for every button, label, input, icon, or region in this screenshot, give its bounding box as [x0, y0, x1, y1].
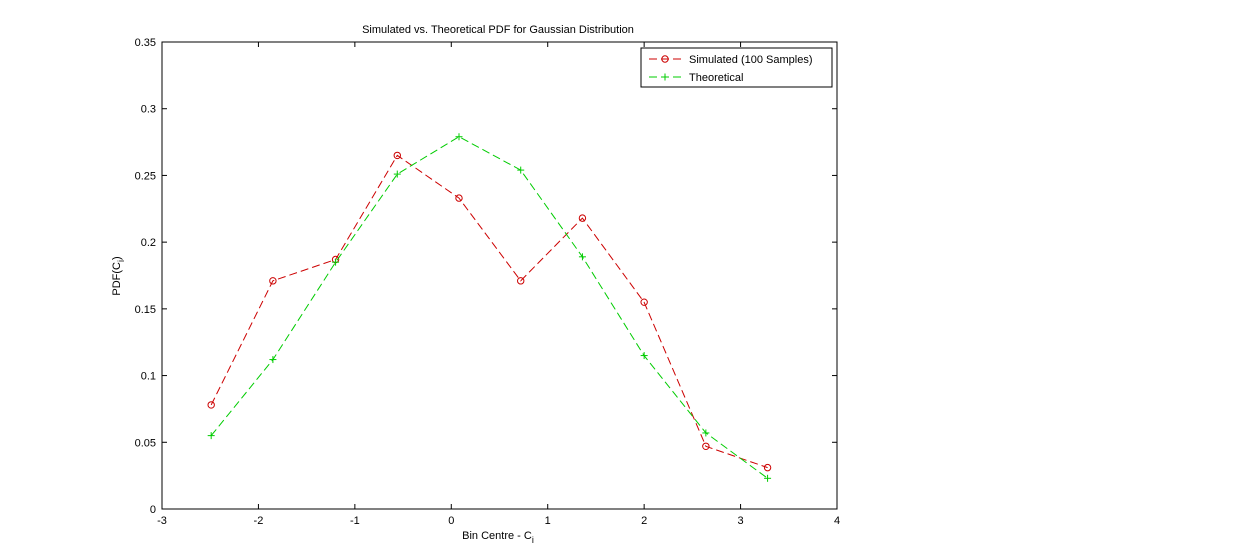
y-tick-label: 0.15: [135, 304, 156, 316]
series-simulated: [207, 151, 772, 472]
legend-items: Simulated (100 Samples) Theoretical: [649, 54, 813, 84]
y-axis-title-subscript: i: [116, 260, 126, 262]
data-point-simulated: [578, 214, 587, 222]
legend-marker-theoretical: [661, 73, 669, 81]
x-tick-label: -2: [254, 515, 264, 527]
data-point-theoretical: [332, 258, 340, 266]
y-tick-label: 0.2: [141, 237, 156, 249]
y-tick-label: 0.35: [135, 37, 156, 49]
x-tick-label: 0: [448, 515, 454, 527]
data-point-theoretical: [269, 356, 277, 364]
data-point-theoretical: [455, 133, 463, 141]
y-tick-label: 0.05: [135, 437, 156, 449]
x-axis-title: Bin Centre - Ci: [462, 530, 534, 545]
data-point-theoretical: [393, 170, 401, 178]
series-line-simulated: [210, 154, 768, 469]
data-point-theoretical: [207, 432, 215, 440]
x-tick-label: 1: [545, 515, 551, 527]
x-tick-label: -3: [157, 515, 167, 527]
y-axis-title-suffix: ): [111, 256, 123, 260]
data-point-simulated: [517, 277, 525, 285]
axis-ticks: -3 -2 -1 0 1 2 3 4 0 0.05 0.1 0.15 0.2 0.25 0.3 0.35: [135, 37, 840, 527]
y-tick-label: 0: [150, 504, 156, 516]
y-axis-title: PDF(Ci): [111, 256, 126, 295]
data-point-theoretical: [640, 352, 648, 360]
legend-label-theoretical: Theoretical: [689, 72, 743, 84]
chart-title: Simulated vs. Theoretical PDF for Gaussi…: [362, 24, 634, 36]
data-point-theoretical: [702, 429, 710, 437]
x-tick-label: 2: [641, 515, 647, 527]
series-theoretical: [207, 133, 772, 482]
x-tick-label: 3: [738, 515, 744, 527]
y-tick-label: 0.3: [141, 104, 156, 116]
legend: Simulated (100 Samples) Theoretical: [640, 47, 833, 88]
data-point-simulated: [702, 442, 710, 450]
series-line-theoretical: [210, 136, 768, 479]
data-point-theoretical: [517, 166, 525, 174]
data-point-simulated: [207, 401, 215, 409]
data-point-simulated: [763, 463, 772, 472]
y-tick-label: 0.25: [135, 170, 156, 182]
series-layer: [207, 133, 772, 482]
plot-area: [161, 41, 838, 510]
data-point-simulated: [393, 151, 401, 160]
legend-box: [640, 47, 833, 88]
legend-marker-simulated: [661, 55, 669, 63]
data-point-simulated: [640, 298, 648, 306]
y-tick-label: 0.1: [141, 371, 156, 383]
data-point-simulated: [455, 194, 463, 202]
x-tick-label: -1: [350, 515, 360, 527]
x-tick-label: 4: [834, 515, 840, 527]
data-point-theoretical: [764, 474, 772, 482]
data-point-simulated: [269, 277, 277, 285]
legend-label-simulated: Simulated (100 Samples): [689, 54, 813, 66]
x-axis-title-subscript: i: [532, 535, 534, 545]
data-point-theoretical: [578, 253, 586, 261]
